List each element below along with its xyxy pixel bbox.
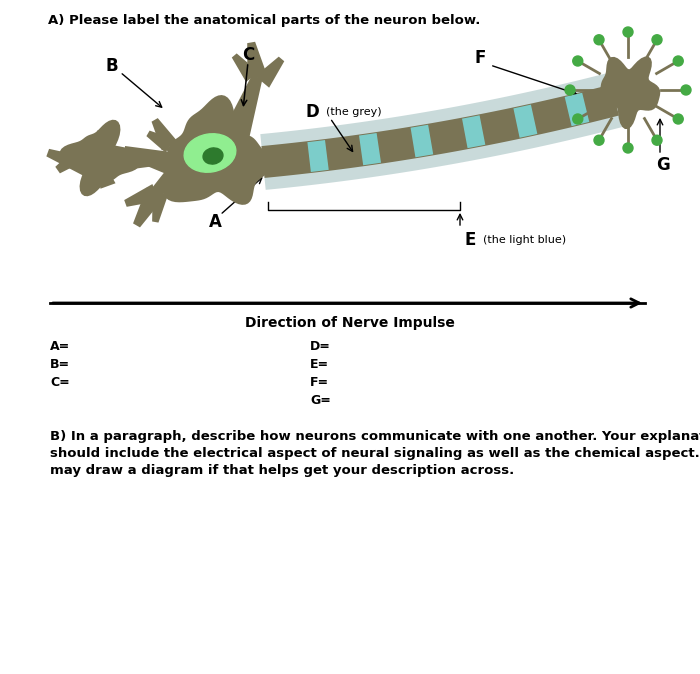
Text: (the light blue): (the light blue) bbox=[483, 235, 566, 245]
Polygon shape bbox=[260, 73, 622, 190]
Circle shape bbox=[573, 56, 583, 66]
Polygon shape bbox=[92, 130, 113, 162]
Text: G=: G= bbox=[310, 394, 331, 407]
Text: G: G bbox=[656, 156, 670, 174]
Polygon shape bbox=[163, 95, 270, 205]
Polygon shape bbox=[565, 93, 589, 126]
Text: D=: D= bbox=[310, 340, 331, 353]
Polygon shape bbox=[262, 84, 619, 178]
Text: B) In a paragraph, describe how neurons communicate with one another. Your expla: B) In a paragraph, describe how neurons … bbox=[50, 430, 700, 443]
Circle shape bbox=[681, 85, 691, 95]
Text: F: F bbox=[475, 49, 486, 67]
Text: A=: A= bbox=[50, 340, 70, 353]
Text: B=: B= bbox=[50, 358, 70, 371]
Polygon shape bbox=[411, 125, 433, 157]
Polygon shape bbox=[166, 143, 214, 195]
Polygon shape bbox=[113, 146, 145, 166]
Polygon shape bbox=[146, 131, 174, 153]
Ellipse shape bbox=[184, 133, 236, 173]
Circle shape bbox=[673, 56, 683, 66]
Polygon shape bbox=[151, 118, 177, 150]
Polygon shape bbox=[117, 152, 143, 166]
Polygon shape bbox=[133, 187, 164, 227]
Text: may draw a diagram if that helps get your description across.: may draw a diagram if that helps get you… bbox=[50, 464, 514, 477]
Polygon shape bbox=[125, 146, 180, 170]
Ellipse shape bbox=[203, 148, 223, 164]
Text: F=: F= bbox=[310, 376, 329, 389]
Text: C=: C= bbox=[50, 376, 70, 389]
Circle shape bbox=[594, 35, 604, 44]
Polygon shape bbox=[232, 53, 258, 82]
Circle shape bbox=[594, 135, 604, 145]
Circle shape bbox=[565, 85, 575, 95]
Circle shape bbox=[652, 135, 662, 145]
Circle shape bbox=[623, 143, 633, 153]
Polygon shape bbox=[359, 133, 381, 165]
Circle shape bbox=[623, 27, 633, 37]
Text: should include the electrical aspect of neural signaling as well as the chemical: should include the electrical aspect of … bbox=[50, 447, 700, 460]
Polygon shape bbox=[594, 57, 660, 129]
Polygon shape bbox=[46, 149, 93, 177]
Polygon shape bbox=[151, 133, 215, 196]
Polygon shape bbox=[307, 140, 329, 172]
Circle shape bbox=[652, 35, 662, 44]
Polygon shape bbox=[152, 191, 169, 222]
Polygon shape bbox=[141, 154, 198, 185]
Text: E=: E= bbox=[310, 358, 329, 371]
Circle shape bbox=[573, 114, 583, 124]
Text: Direction of Nerve Impulse: Direction of Nerve Impulse bbox=[245, 316, 455, 330]
Text: A: A bbox=[209, 213, 221, 231]
Polygon shape bbox=[124, 184, 159, 207]
Text: D: D bbox=[305, 103, 319, 121]
Polygon shape bbox=[256, 57, 284, 88]
Polygon shape bbox=[222, 75, 262, 143]
Text: (the grey): (the grey) bbox=[326, 107, 382, 117]
Polygon shape bbox=[462, 115, 485, 148]
Polygon shape bbox=[513, 104, 538, 137]
Polygon shape bbox=[94, 157, 116, 189]
Text: C: C bbox=[242, 46, 254, 64]
Polygon shape bbox=[55, 137, 98, 173]
Text: A) Please label the anatomical parts of the neuron below.: A) Please label the anatomical parts of … bbox=[48, 14, 480, 27]
Polygon shape bbox=[247, 42, 267, 79]
Text: B: B bbox=[106, 57, 118, 75]
Circle shape bbox=[673, 114, 683, 124]
Text: E: E bbox=[464, 231, 476, 249]
Polygon shape bbox=[60, 120, 141, 196]
